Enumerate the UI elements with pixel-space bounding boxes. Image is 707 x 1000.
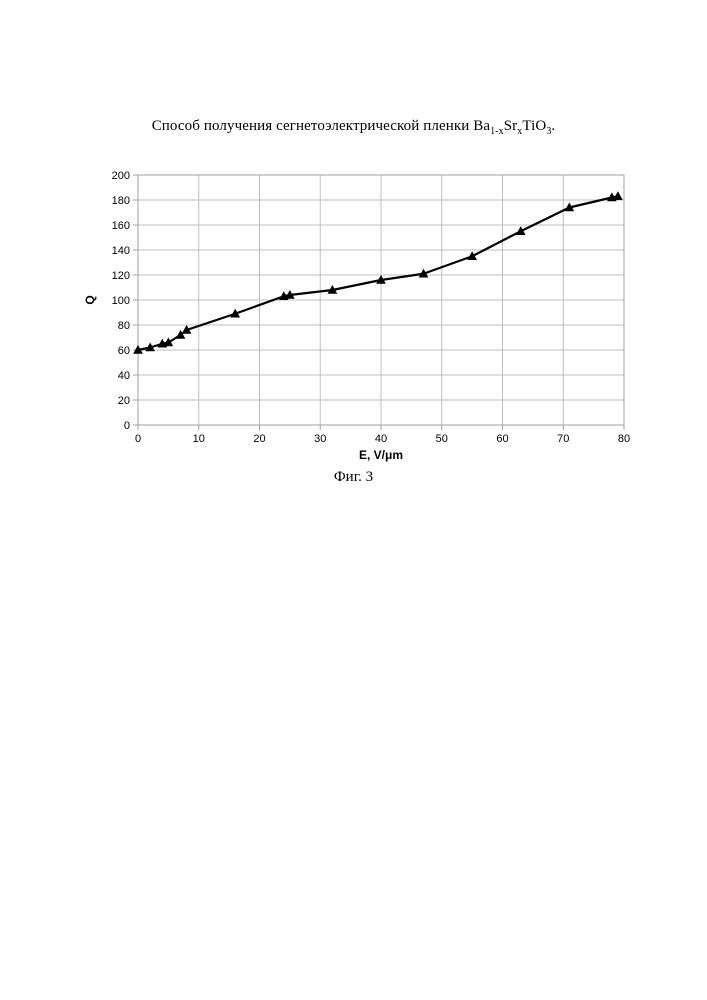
y-tick-label: 200	[111, 170, 129, 182]
x-tick-label: 70	[557, 433, 569, 445]
y-tick-label: 80	[117, 320, 129, 332]
x-axis-title: E, V/μm	[358, 448, 402, 462]
x-tick-label: 0	[134, 433, 140, 445]
page-title: Способ получения сегнетоэлектрической пл…	[0, 118, 707, 137]
title-text-4: .	[551, 118, 555, 134]
y-tick-label: 160	[111, 220, 129, 232]
y-tick-label: 140	[111, 245, 129, 257]
title-sub-1: 1-x	[490, 126, 504, 137]
x-tick-label: 50	[435, 433, 447, 445]
x-tick-label: 30	[314, 433, 326, 445]
x-tick-label: 20	[253, 433, 265, 445]
y-tick-label: 20	[117, 395, 129, 407]
y-tick-label: 180	[111, 195, 129, 207]
y-tick-label: 120	[111, 270, 129, 282]
line-chart: 0 10 20 30 40 50 60 70 80 0 20 40 60 80 100 120 140 160 18…	[74, 163, 634, 463]
y-tick-label: 100	[111, 295, 129, 307]
figure-caption: Фиг. 3	[0, 469, 707, 486]
y-tick-label: 40	[117, 370, 129, 382]
x-tick-label: 60	[496, 433, 508, 445]
x-tick-label: 10	[192, 433, 204, 445]
document-page: Способ получения сегнетоэлектрической пл…	[0, 0, 707, 1000]
y-tick-label: 60	[117, 345, 129, 357]
title-text-1: Способ получения сегнетоэлектрической пл…	[152, 118, 490, 134]
x-tick-label: 40	[374, 433, 386, 445]
title-text-2: Sr	[504, 118, 518, 134]
y-axis-title: Q	[83, 295, 97, 304]
title-text-3: TiO	[522, 118, 546, 134]
x-tick-label: 80	[617, 433, 629, 445]
chart-container: 0 10 20 30 40 50 60 70 80 0 20 40 60 80 100 120 140 160 18…	[74, 163, 634, 463]
y-tick-label: 0	[123, 420, 129, 432]
